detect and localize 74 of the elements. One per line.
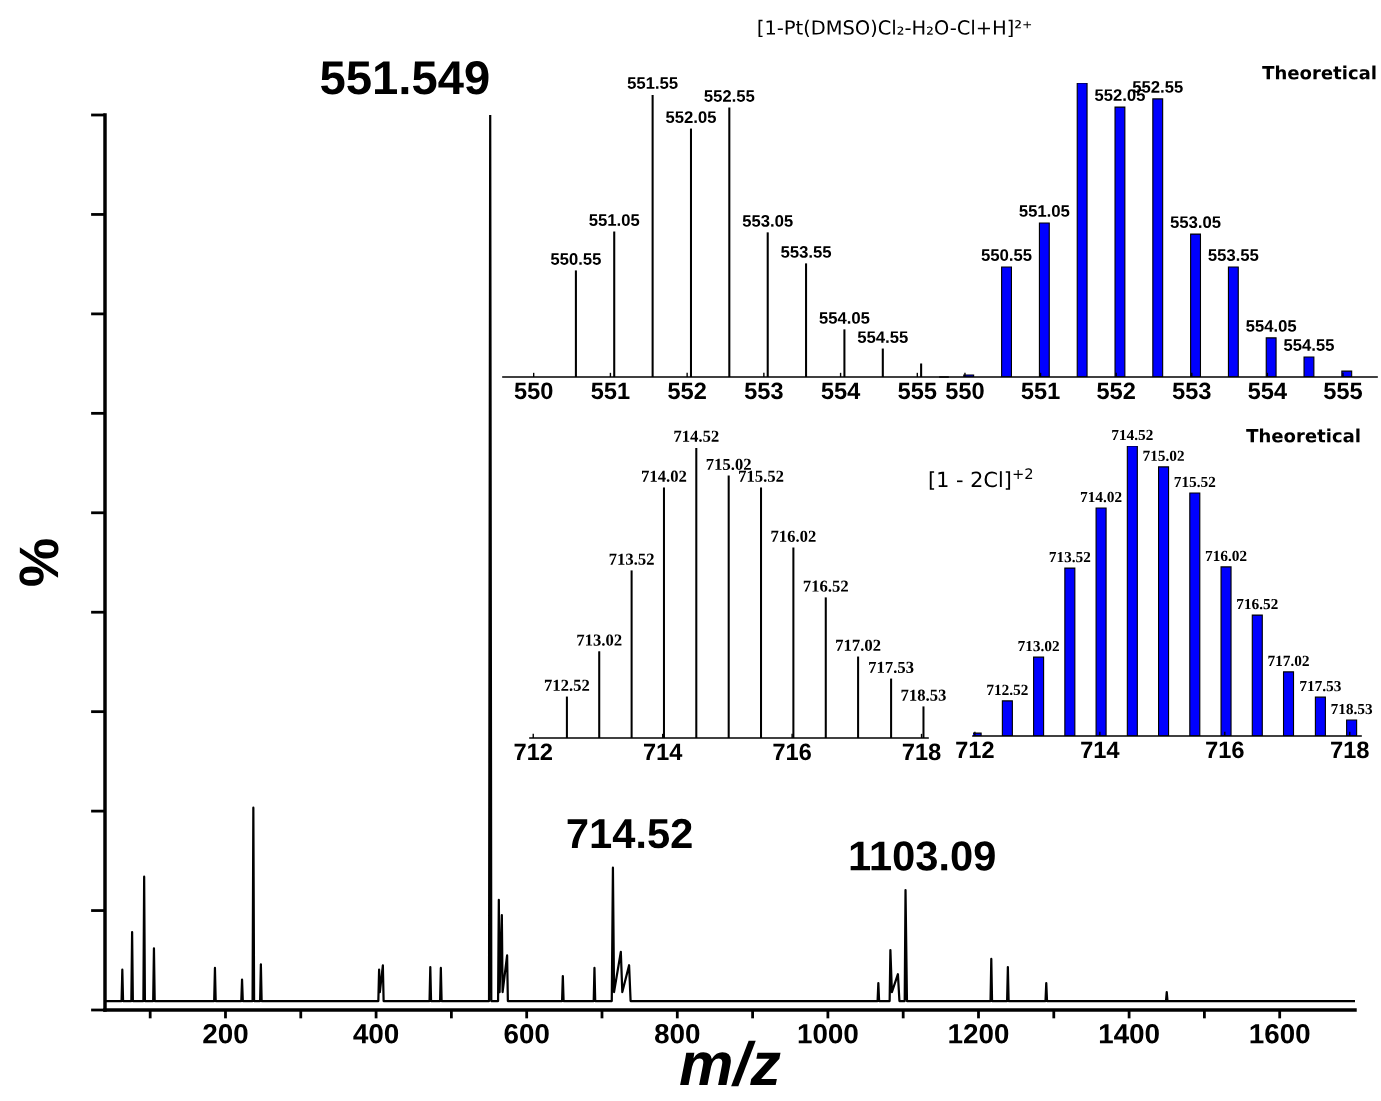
annotation: 716.02 <box>771 530 816 542</box>
x-tick-label: 716 <box>1206 741 1244 759</box>
x-tick-label: 551 <box>1021 382 1060 400</box>
annotation: 717.02 <box>1268 655 1309 667</box>
annotation: 715.02 <box>706 458 751 471</box>
annotation: 553.05 <box>742 215 793 227</box>
annotation: 713.02 <box>577 634 622 646</box>
x-tick-label: 555 <box>898 382 937 400</box>
annotation: 554.55 <box>1283 339 1334 351</box>
annotation: 716.52 <box>1237 598 1278 610</box>
x-tick-label: 552 <box>1097 382 1135 400</box>
annotation: 716.02 <box>1205 550 1247 562</box>
annotation: 714.02 <box>1080 491 1122 503</box>
x-tick-label: 400 <box>353 1023 399 1044</box>
annotation: 713.52 <box>609 553 654 565</box>
x-tick-label: 200 <box>203 1023 248 1044</box>
x-tick-label: 714 <box>643 743 683 760</box>
annotation: 713.52 <box>1049 551 1091 563</box>
annotation: 718.53 <box>901 689 946 701</box>
annotation: 551.55 <box>627 77 678 89</box>
annotation: 553.55 <box>781 246 832 258</box>
x-tick-label: 552 <box>668 382 706 400</box>
annotation: 714.02 <box>642 470 687 482</box>
x-tick-label: 716 <box>773 743 811 761</box>
x-tick-label: 553 <box>1172 382 1211 400</box>
annotation: 551.549 <box>320 61 489 95</box>
x-tick-label: 554 <box>1248 382 1287 400</box>
x-tick-label: 550 <box>514 382 553 400</box>
annotation: 713.02 <box>1018 640 1059 652</box>
x-tick-label: 718 <box>902 743 941 761</box>
annotation: 717.53 <box>1300 680 1341 692</box>
x-tick-label: 553 <box>744 382 783 400</box>
annotation: 552.05 <box>666 111 716 124</box>
x-tick-label: 554 <box>821 382 861 400</box>
annotation: 554.55 <box>857 331 908 344</box>
annotation: 716.52 <box>803 580 848 592</box>
annotation: 550.55 <box>981 249 1032 261</box>
x-tick-label: 600 <box>504 1023 549 1044</box>
annotation: 551.05 <box>1019 205 1070 217</box>
x-tick-label: 550 <box>945 382 984 400</box>
annotation: 554.05 <box>1246 320 1297 332</box>
annotation: 714.52 <box>567 818 692 849</box>
y-axis-title: % <box>19 539 59 586</box>
x-tick-label: 551 <box>591 382 630 400</box>
x-tick-label: 712 <box>956 741 994 758</box>
x-tick-label: 1600 <box>1250 1023 1310 1044</box>
annotation: 714.52 <box>674 430 719 442</box>
x-tick-label: 555 <box>1324 382 1363 400</box>
annotation: 715.52 <box>1174 476 1216 488</box>
annotation: 718.53 <box>1331 703 1373 715</box>
annotation: 553.05 <box>1170 216 1221 229</box>
annotation: 714.52 <box>1112 429 1153 441</box>
x-tick-label: 1200 <box>949 1023 1009 1044</box>
x-tick-label: 714 <box>1081 741 1120 758</box>
annotation: 1103.09 <box>850 841 995 871</box>
x-tick-label: 712 <box>514 743 552 760</box>
annotation: 551.05 <box>589 214 640 226</box>
x-tick-label: 718 <box>1331 741 1369 759</box>
annotation: Theoretical <box>1246 428 1360 443</box>
annotation: 715.02 <box>1143 450 1184 462</box>
annotation: 717.53 <box>869 661 914 674</box>
annotation: 553.55 <box>1208 249 1259 261</box>
annotation: 550.55 <box>550 253 601 265</box>
annotation: 554.05 <box>819 312 870 324</box>
text: Theoretical <box>1262 65 1376 80</box>
annotation: 712.52 <box>987 684 1028 696</box>
annotation: [1 - 2Cl]$^{+2}$ <box>929 468 1033 490</box>
text: [1-Pt(DMSO)Cl₂-H₂O-Cl+H]²⁺ <box>758 19 1032 38</box>
annotation: 715.52 <box>739 470 784 482</box>
annotation: 712.52 <box>544 679 590 692</box>
annotation: 552.55 <box>704 90 755 102</box>
annotation: 717.02 <box>836 639 881 651</box>
x-tick-label: 1000 <box>798 1023 858 1044</box>
x-tick-label: 1400 <box>1099 1023 1159 1044</box>
